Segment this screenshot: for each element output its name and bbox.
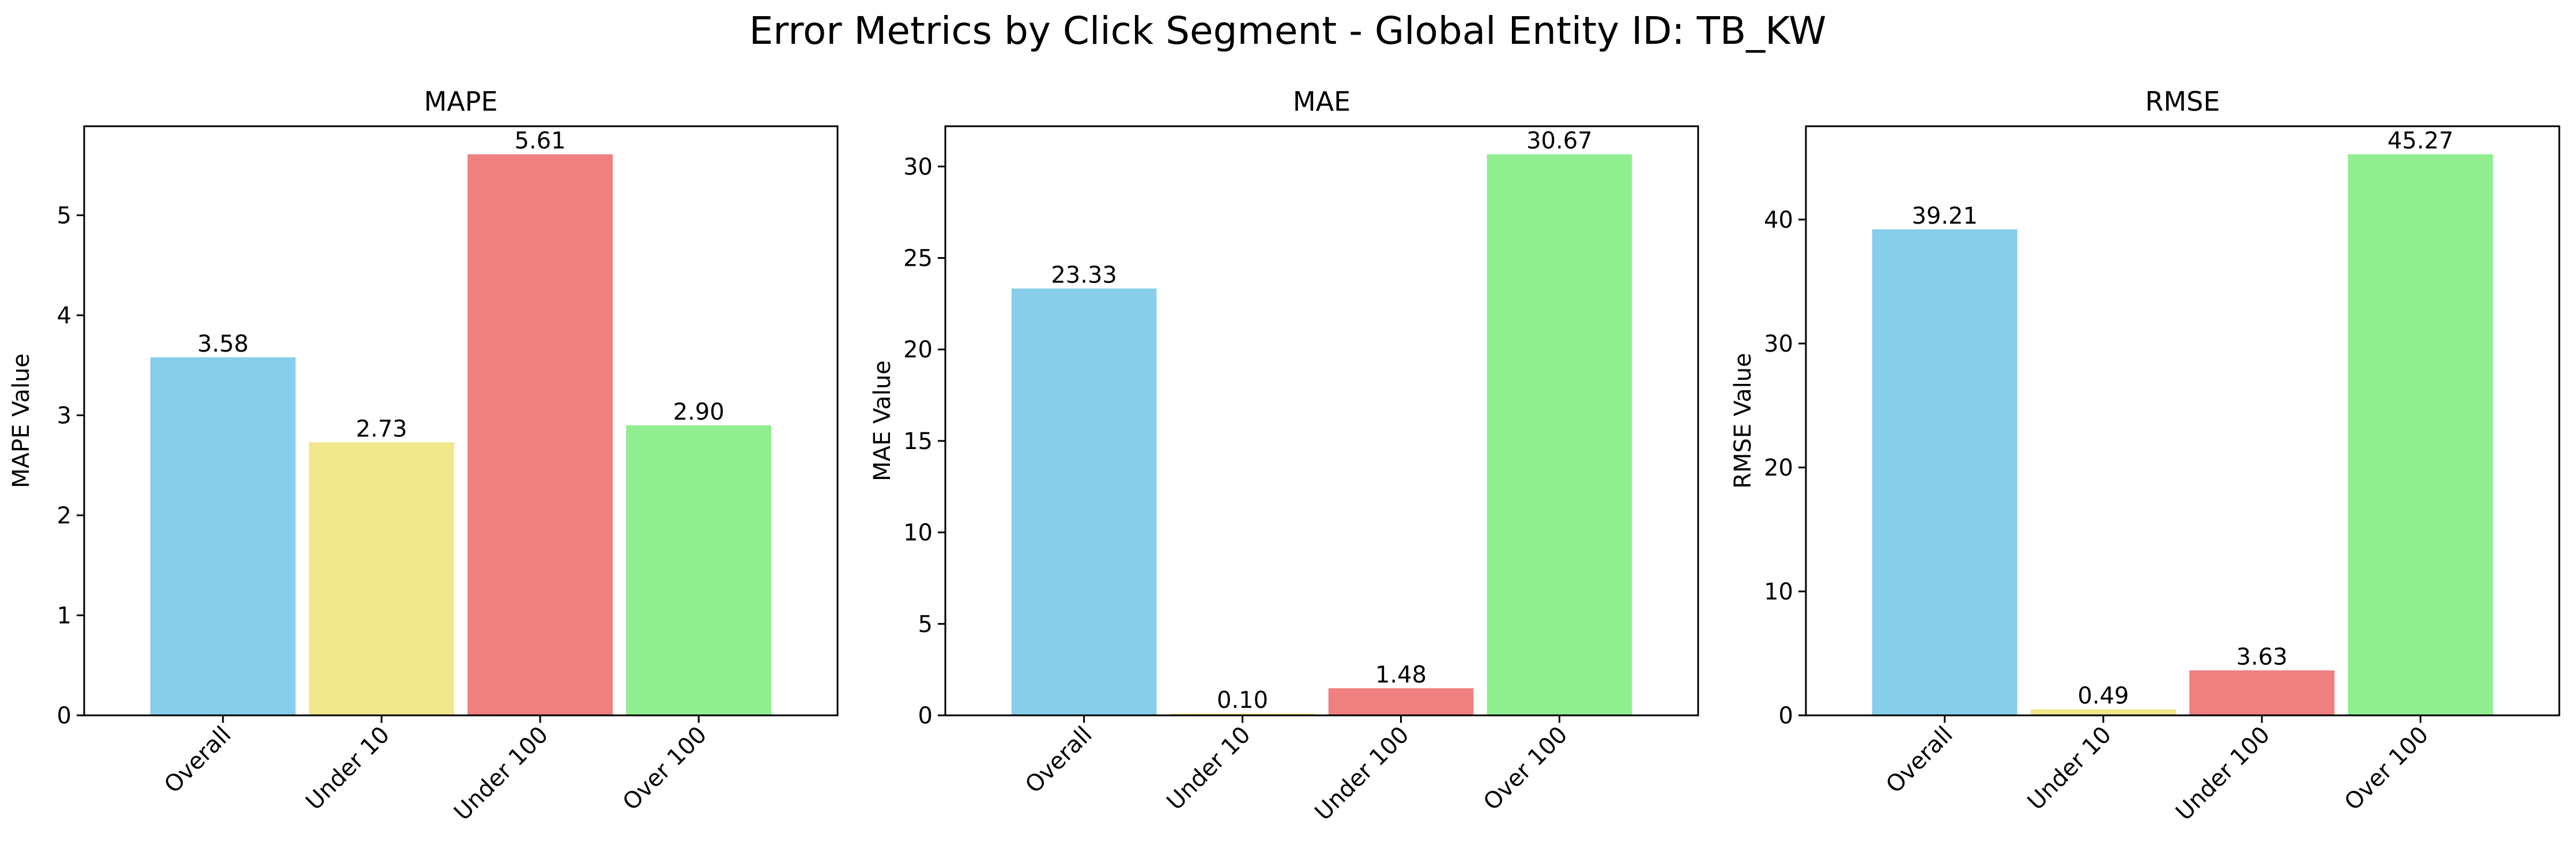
mape-value-label-under-10: 2.73 — [356, 416, 407, 442]
figure-title: Error Metrics by Click Segment - Global … — [749, 9, 1827, 53]
mape-ytick-label: 2 — [57, 503, 71, 529]
mae-ytick-label: 0 — [918, 703, 933, 729]
mape-panel-title: MAPE — [424, 86, 498, 117]
mape-xtick-label-overall: Overall — [159, 722, 236, 799]
rmse-ytick-label: 20 — [1764, 455, 1793, 481]
mae-xtick-label-under-100: Under 100 — [1310, 722, 1414, 826]
mape-value-label-under-100: 5.61 — [515, 128, 566, 154]
mape-bar-under-100 — [467, 154, 613, 715]
rmse-xtick-label-overall: Overall — [1881, 722, 1958, 799]
mae-bar-under-100 — [1328, 688, 1474, 715]
mae-xtick-label-over-100: Over 100 — [1479, 722, 1573, 816]
mape-ytick-label: 3 — [57, 402, 71, 429]
mape-xtick-label-under-100: Under 100 — [449, 722, 553, 826]
rmse-panel-title: RMSE — [2145, 86, 2220, 117]
rmse-ytick-label: 10 — [1764, 579, 1793, 605]
rmse-value-label-over-100: 45.27 — [2388, 128, 2454, 154]
rmse-bar-under-100 — [2189, 670, 2334, 715]
rmse-value-label-overall: 39.21 — [1912, 203, 1978, 229]
mae-value-label-overall: 23.33 — [1051, 262, 1117, 289]
mae-ytick-label: 30 — [903, 154, 933, 180]
mape-value-label-over-100: 2.90 — [673, 399, 725, 425]
mape-ylabel: MAPE Value — [8, 353, 35, 488]
mae-ytick-label: 25 — [903, 246, 933, 272]
mae-ytick-label: 10 — [903, 520, 933, 546]
mape-xtick-label-under-10: Under 10 — [301, 722, 395, 816]
rmse-panel: RMSE 39.21 0.49 3.63 45.27 0 10 20 30 40 Overall Un… — [1730, 86, 2560, 826]
mae-axes-frame — [944, 125, 1699, 717]
mape-xtick-label-over-100: Over 100 — [618, 722, 712, 816]
mae-ylabel: MAE Value — [869, 360, 896, 481]
rmse-ytick-label: 30 — [1764, 331, 1793, 357]
rmse-value-label-under-10: 0.49 — [2077, 682, 2129, 709]
rmse-bar-under-10 — [2031, 709, 2176, 715]
mae-bar-under-10 — [1170, 713, 1315, 715]
mae-value-label-under-10: 0.10 — [1217, 687, 1268, 714]
mape-ytick-label: 0 — [57, 703, 71, 729]
mae-bar-overall — [1011, 288, 1157, 715]
mape-panel: MAPE 3.58 2.73 5.61 2.90 0 1 2 3 4 5 Overall Under 1… — [8, 86, 839, 826]
mape-axes-frame — [83, 125, 839, 717]
mae-panel-title: MAE — [1293, 86, 1351, 117]
mape-bar-over-100 — [626, 425, 772, 715]
mae-panel: MAE 23.33 0.10 1.48 30.67 0 5 10 15 20 25 30 Overall… — [869, 86, 1699, 826]
rmse-xtick-label-over-100: Over 100 — [2340, 722, 2434, 816]
mape-ytick-label: 5 — [57, 202, 71, 229]
rmse-xtick-label-under-10: Under 10 — [2023, 722, 2117, 816]
mape-ytick-label: 4 — [57, 303, 71, 329]
rmse-axes-frame — [1805, 125, 2560, 717]
rmse-ytick-label: 40 — [1764, 207, 1793, 233]
mae-ytick-label: 15 — [903, 428, 933, 455]
rmse-bar-overall — [1872, 229, 2017, 715]
mape-bar-under-10 — [309, 442, 454, 715]
mae-value-label-under-100: 1.48 — [1375, 662, 1427, 688]
mae-bar-over-100 — [1487, 154, 1632, 715]
mae-xtick-label-under-10: Under 10 — [1161, 722, 1255, 816]
rmse-value-label-under-100: 3.63 — [2236, 644, 2288, 670]
rmse-xtick-label-under-100: Under 100 — [2171, 722, 2275, 826]
mape-value-label-overall: 3.58 — [197, 331, 248, 357]
mae-ytick-label: 5 — [918, 611, 933, 638]
rmse-ytick-label: 0 — [1779, 703, 1793, 729]
rmse-bar-over-100 — [2348, 154, 2494, 716]
mae-value-label-over-100: 30.67 — [1526, 128, 1593, 154]
mae-xtick-label-overall: Overall — [1020, 722, 1097, 799]
mape-ytick-label: 1 — [57, 602, 71, 629]
mae-ytick-label: 20 — [903, 337, 933, 363]
rmse-ylabel: RMSE Value — [1730, 353, 1756, 489]
mape-bar-overall — [150, 357, 296, 715]
